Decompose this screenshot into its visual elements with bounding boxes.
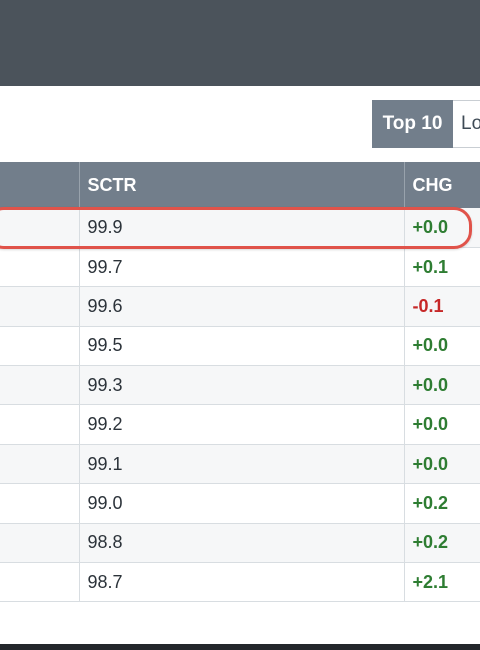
top-10-button[interactable]: Top 10 <box>372 100 453 148</box>
table-row[interactable]: 98.7 +2.1 <box>0 562 480 603</box>
name-cell <box>0 523 80 564</box>
sctr-cell: 99.2 <box>79 404 405 445</box>
sctr-table: SCTR CHG 99.9 +0.0 99.7 +0.1 99.6 -0.1 99.5 +0.… <box>0 162 480 603</box>
chg-cell: +0.1 <box>404 247 480 288</box>
sctr-cell: 99.0 <box>79 483 405 524</box>
sctr-cell: 99.6 <box>79 286 405 327</box>
table-header-row: SCTR CHG <box>0 162 480 208</box>
name-cell <box>0 365 80 406</box>
column-header-name[interactable] <box>0 162 80 208</box>
chg-cell: +0.0 <box>404 326 480 367</box>
low-10-button[interactable]: Lo <box>453 100 480 148</box>
name-cell <box>0 562 80 603</box>
table-row[interactable]: 99.2 +0.0 <box>0 404 480 445</box>
column-header-sctr[interactable]: SCTR <box>79 162 405 208</box>
sctr-cell: 98.7 <box>79 562 405 603</box>
sctr-cell: 99.1 <box>79 444 405 485</box>
sctr-cell: 99.3 <box>79 365 405 406</box>
name-cell <box>0 404 80 445</box>
chg-cell: +0.0 <box>404 208 480 248</box>
chg-cell: +0.0 <box>404 365 480 406</box>
sctr-cell: 99.9 <box>79 208 405 248</box>
sctr-cell: 98.8 <box>79 523 405 564</box>
table-row[interactable]: 99.1 +0.0 <box>0 444 480 485</box>
chg-cell: +0.2 <box>404 523 480 564</box>
chg-cell: +2.1 <box>404 562 480 603</box>
name-cell <box>0 444 80 485</box>
chg-cell: +0.0 <box>404 444 480 485</box>
name-cell <box>0 247 80 288</box>
table-row[interactable]: 99.3 +0.0 <box>0 365 480 406</box>
table-body: 99.9 +0.0 99.7 +0.1 99.6 -0.1 99.5 +0.0 99.3 +0.0… <box>0 208 480 603</box>
table-row[interactable]: 99.6 -0.1 <box>0 286 480 327</box>
table-row[interactable]: 98.8 +0.2 <box>0 523 480 564</box>
sctr-cell: 99.5 <box>79 326 405 367</box>
name-cell <box>0 326 80 367</box>
sctr-cell: 99.7 <box>79 247 405 288</box>
column-header-chg[interactable]: CHG <box>404 162 480 208</box>
chg-cell: +0.0 <box>404 404 480 445</box>
chg-cell: +0.2 <box>404 483 480 524</box>
table-row[interactable]: 99.5 +0.0 <box>0 326 480 367</box>
name-cell <box>0 286 80 327</box>
table-row[interactable]: 99.0 +0.2 <box>0 483 480 524</box>
chg-cell: -0.1 <box>404 286 480 327</box>
table-row[interactable]: 99.9 +0.0 <box>0 208 480 248</box>
table-row[interactable]: 99.7 +0.1 <box>0 247 480 288</box>
name-cell <box>0 483 80 524</box>
name-cell <box>0 208 80 248</box>
top-low-toggle: Top 10 Lo <box>372 100 480 148</box>
bottom-edge <box>0 644 480 650</box>
top-bar <box>0 0 480 86</box>
